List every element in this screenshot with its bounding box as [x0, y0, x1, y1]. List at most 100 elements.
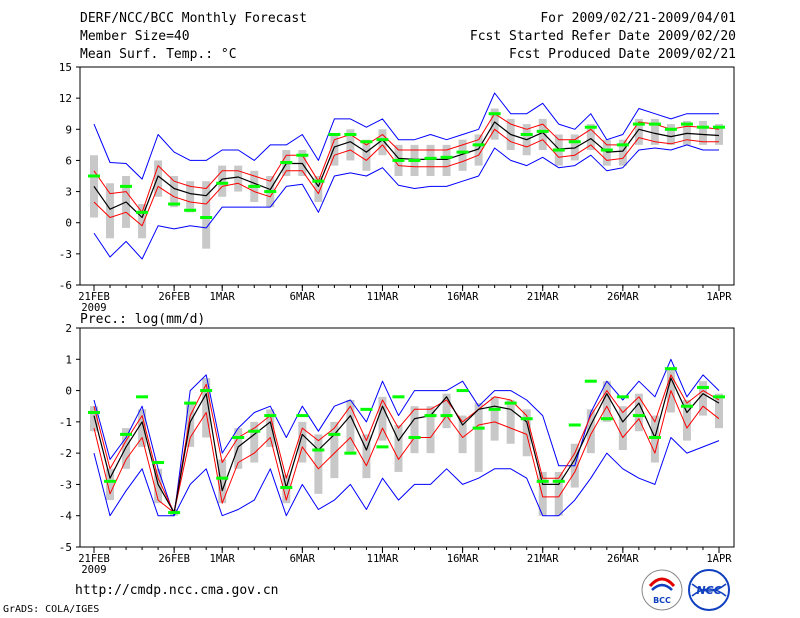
panel-2-x-tick-label: 26FEB: [158, 553, 190, 565]
panel-2-spread-box: [314, 434, 323, 494]
panel-1-spread-box: [314, 176, 323, 202]
panel-1-y-tick-label: 15: [59, 61, 72, 74]
panel-1-spread-box: [586, 124, 595, 151]
panel-2-x-tick-label: 11MAR: [367, 553, 399, 565]
panel-1-x-tick-label: 26FEB: [158, 291, 190, 303]
panel-2-upper-spread-line: [93, 374, 720, 514]
panel-1-y-tick-label: 12: [59, 92, 72, 105]
panel-2-ensemble-mean-line: [93, 377, 720, 514]
panel-2-observed-marker: [376, 445, 389, 449]
panel-2-spread-box: [715, 393, 723, 429]
panel-2-y-tick-label: -4: [59, 510, 73, 523]
panel-2-observed-marker: [520, 417, 533, 421]
panel-1-observed-marker: [88, 174, 100, 178]
panel-2-spread-box: [106, 468, 115, 501]
panel-2-spread-box: [202, 378, 211, 438]
panel-1-observed-marker: [168, 202, 181, 206]
panel-1-spread-box: [330, 134, 339, 166]
panel-2-observed-marker: [456, 389, 469, 393]
panel-2-spread-box: [330, 421, 339, 479]
panel-1-observed-marker: [568, 140, 581, 144]
panel-2-spread-box: [250, 421, 259, 463]
grads-credit: GrADS: COLA/IGES: [3, 604, 100, 615]
panel-2-observed-marker: [312, 448, 325, 452]
panel-2-observed-marker: [616, 395, 629, 399]
panel-2-observed-marker: [488, 407, 501, 411]
panel-2-spread-box: [650, 415, 659, 463]
panel-2-observed-marker: [632, 414, 645, 418]
panel-2-spread-box: [442, 393, 451, 429]
panel-1-spread-box: [634, 118, 643, 145]
panel-1-x-tick-label: 21FEB: [78, 291, 110, 303]
panel-1-spread-box: [378, 129, 387, 156]
panel-1-x-tick-label: 16MAR: [447, 291, 479, 303]
panel-2-observed-marker: [248, 429, 261, 433]
panel-1-spread-box: [490, 108, 499, 140]
panel-1-observed-marker: [472, 143, 485, 147]
panel-2-frame: [79, 327, 735, 548]
panel-1-max-envelope-line: [93, 92, 719, 180]
panel-1-spread-box: [138, 204, 147, 239]
panel-2-spread-box: [378, 396, 387, 441]
panel-1-observed-marker: [488, 112, 501, 116]
panel-2-observed-marker: [696, 385, 709, 389]
panel-1-lower-spread-line: [93, 128, 719, 227]
panel-2-y-tick-label: -1: [59, 416, 72, 429]
panel-1-observed-marker: [648, 122, 661, 126]
panel-1-ensemble-mean-line: [93, 121, 720, 219]
source-url[interactable]: http://cmdp.ncc.cma.gov.cn: [75, 583, 279, 598]
panel-1-observed-marker: [200, 216, 213, 220]
panel-2-spread-box: [634, 393, 643, 432]
panel-1-observed-marker: [360, 140, 373, 144]
panel-2-spread-box: [218, 459, 227, 504]
panel-2-spread-box: [602, 381, 611, 422]
panel-1-spread-box: [666, 124, 675, 145]
panel-1-observed-marker: [440, 155, 453, 159]
panel-2-observed-marker: [360, 407, 373, 411]
ncc-logo-text: NCC: [696, 584, 721, 597]
panel-2-observed-marker: [328, 432, 341, 436]
panel-2-observed-marker: [600, 417, 613, 421]
panel-2-observed-marker: [152, 461, 165, 465]
panel-1-observed-marker: [680, 122, 693, 126]
panel-1-spread-box: [458, 139, 467, 171]
panel-2-spread-box: [138, 409, 147, 447]
panel-2-y-tick-label: -5: [59, 541, 72, 554]
panel-1-frame: [79, 66, 735, 286]
panel-2-spread-box: [394, 424, 403, 472]
panel-2-observed-marker: [344, 451, 357, 455]
bcc-logo: BCC: [641, 569, 683, 611]
panel-2-observed-marker: [552, 479, 565, 483]
panel-1-observed-marker: [392, 158, 405, 162]
panel-2-x-tick-label: 6MAR: [290, 553, 316, 565]
panel-1-y-tick-label: 6: [65, 154, 72, 167]
panel-2-spread-box: [266, 409, 275, 447]
panel-1-x-tick-label: 1APR: [706, 291, 732, 303]
panel-1-observed-marker: [216, 181, 229, 185]
panel-1-spread-box: [202, 181, 211, 249]
panel-1-spread-box: [154, 160, 163, 197]
panel-2-y-tick-label: -2: [59, 447, 72, 460]
panel-1-x-tick-label: 6MAR: [290, 291, 316, 303]
panel-2-lower-spread-line: [93, 390, 720, 514]
panel-1-spread-box: [650, 118, 659, 145]
panel-1-x-year-label: 2009: [81, 302, 106, 314]
panel-2-spread-box: [458, 415, 467, 454]
panel-2-observed-marker: [664, 367, 677, 371]
panel-1-observed-marker: [536, 129, 549, 133]
forecast-period: For 2009/02/21-2009/04/01: [540, 11, 736, 26]
panel-1-observed-marker: [424, 156, 437, 160]
panel-2-observed-marker: [440, 414, 453, 418]
panel-2-spread-box: [362, 434, 371, 479]
panel-2-observed-marker: [168, 511, 181, 515]
panel-2-spread-box: [522, 409, 531, 457]
panel-1-observed-marker: [408, 158, 421, 162]
panel-2-spread-box: [698, 381, 707, 416]
panel-1-x-tick-label: 1MAR: [210, 291, 236, 303]
panel-2-spread-box: [506, 399, 515, 444]
panel-2-spread-box: [682, 399, 691, 441]
panel-1-x-tick-label: 11MAR: [367, 291, 399, 303]
panel-2-observed-marker: [680, 404, 693, 408]
panel-2-spread-box: [346, 399, 355, 454]
